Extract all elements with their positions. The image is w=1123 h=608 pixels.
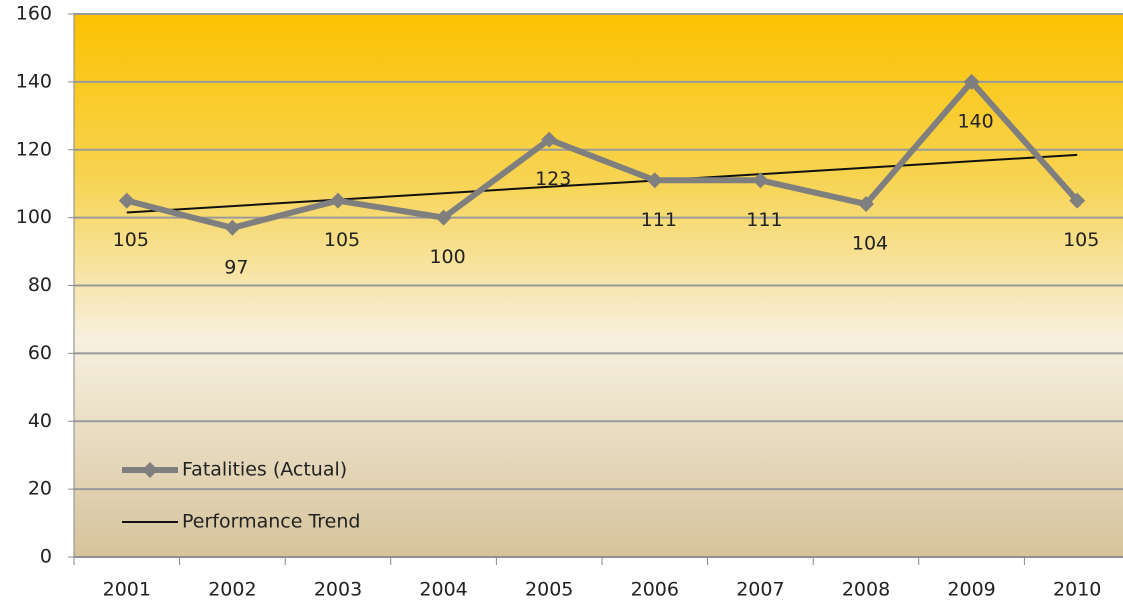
x-tick-label: 2008 — [842, 579, 890, 601]
y-tick-label: 100 — [16, 206, 52, 228]
marker — [1069, 192, 1086, 209]
marker — [963, 73, 980, 90]
y-tick-label: 60 — [28, 342, 52, 364]
x-tick-label: 2009 — [947, 579, 995, 601]
data-label: 140 — [957, 110, 993, 132]
x-tick-label: 2002 — [208, 579, 256, 601]
x-tick-label: 2004 — [419, 579, 467, 601]
y-tick-label: 40 — [28, 410, 52, 432]
data-label: 105 — [1063, 229, 1099, 251]
data-label: 97 — [224, 256, 248, 278]
data-label: 100 — [429, 246, 465, 268]
data-label: 111 — [746, 209, 782, 231]
y-tick-label: 160 — [16, 3, 52, 25]
data-label: 105 — [324, 229, 360, 251]
series-line — [126, 153, 1078, 214]
marker — [752, 172, 769, 189]
y-tick-label: 140 — [16, 70, 52, 92]
marker — [646, 172, 663, 189]
y-tick-label: 0 — [40, 546, 52, 568]
y-tick-label: 20 — [28, 478, 52, 500]
y-tick-label: 80 — [28, 274, 52, 296]
y-tick-label: 120 — [16, 138, 52, 160]
x-tick-label: 2001 — [103, 579, 151, 601]
legend-label: Fatalities (Actual) — [182, 459, 347, 481]
data-label: 104 — [852, 233, 888, 255]
x-tick-label: 2005 — [525, 579, 573, 601]
legend-label: Performance Trend — [182, 511, 360, 533]
marker — [435, 209, 452, 226]
data-label: 123 — [535, 168, 571, 190]
x-tick-label: 2003 — [314, 579, 362, 601]
marker — [541, 131, 558, 148]
marker — [118, 192, 135, 209]
data-label: 111 — [641, 209, 677, 231]
x-tick-label: 2007 — [736, 579, 784, 601]
x-tick-label: 2006 — [631, 579, 679, 601]
x-tick-label: 2010 — [1053, 579, 1101, 601]
marker — [330, 192, 346, 209]
marker — [224, 219, 241, 236]
legend-marker — [142, 462, 158, 478]
marker — [858, 196, 874, 213]
series-line — [126, 78, 1080, 231]
data-label: 105 — [113, 229, 149, 251]
